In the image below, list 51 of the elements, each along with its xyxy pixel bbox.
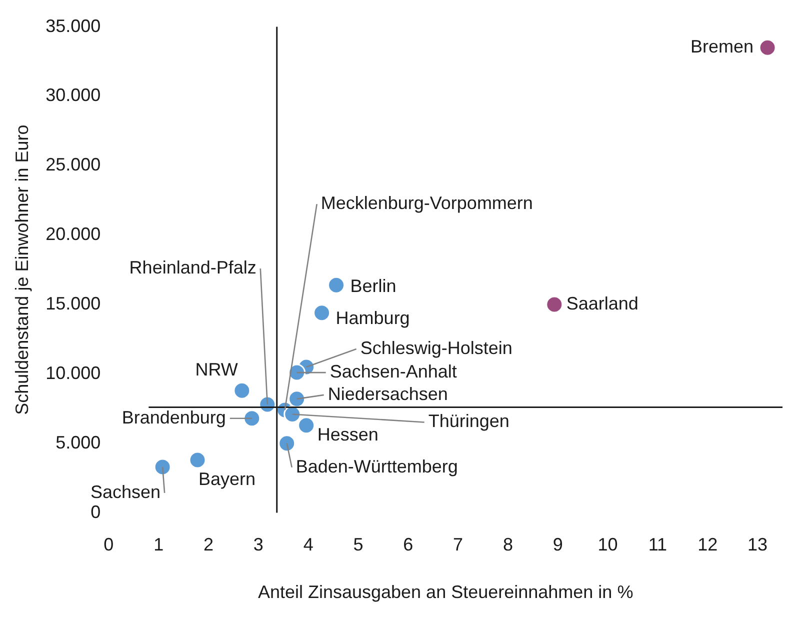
annotation: Saarland: [566, 293, 638, 314]
annotation: Bayern: [198, 469, 256, 490]
y-tick-label: 20.000: [46, 224, 101, 244]
x-tick-label: 3: [253, 534, 264, 555]
point: [154, 458, 172, 476]
y-axis-title: Schuldenstand je Einwohner in Euro: [12, 124, 32, 415]
annotation: Sachsen: [90, 482, 161, 502]
annotation: Brandenburg: [122, 407, 226, 428]
x-tick-label: 5: [353, 534, 364, 555]
point: [278, 434, 296, 452]
x-tick-label: 1: [154, 534, 164, 555]
annotation: NRW: [195, 360, 238, 380]
point: [233, 382, 251, 400]
annotation: Hessen: [317, 424, 378, 444]
x-tick-label: 9: [552, 534, 563, 555]
x-tick-label: 6: [403, 534, 414, 555]
y-tick-label: 10.000: [46, 362, 101, 383]
point: [298, 416, 316, 434]
y-tick-label: 5.000: [56, 432, 101, 452]
x-tick-label: 4: [303, 534, 314, 555]
point: [288, 390, 306, 408]
y-tick-label: 35.000: [46, 16, 101, 36]
annotation: Niedersachsen: [328, 384, 448, 404]
y-tick-label: 25.000: [46, 154, 101, 175]
annotation: Rheinland-Pfalz: [129, 257, 256, 278]
point: [188, 451, 206, 469]
x-tick-label: 7: [453, 534, 464, 555]
annotation: Mecklenburg-Vorpommern: [320, 193, 533, 214]
annotation: Hamburg: [336, 308, 410, 328]
annotation: Baden-Württemberg: [296, 456, 458, 476]
x-tick-label: 11: [648, 534, 668, 555]
x-axis-title: Anteil Zinsausgaben an Steuereinnahmen in %: [258, 582, 634, 602]
y-tick-label: 30.000: [46, 85, 101, 106]
y-tick-label: 0: [90, 502, 101, 522]
x-tick-label: 2: [203, 534, 214, 555]
annotation: Schleswig-Holstein: [360, 338, 512, 358]
annotation: Thüringen: [428, 411, 510, 432]
x-tick-label: 0: [104, 534, 114, 555]
y-tick-label: 15.000: [46, 293, 101, 314]
annotation: Sachsen-Anhalt: [330, 362, 457, 382]
point: [313, 304, 331, 322]
annotation: Berlin: [350, 276, 396, 296]
x-tick-label: 8: [502, 534, 513, 555]
x-tick-label: 10: [598, 534, 618, 555]
point: [758, 38, 776, 56]
point: [546, 296, 564, 314]
x-tick-label: 12: [698, 534, 718, 555]
x-tick-label: 13: [748, 534, 768, 555]
annotation: Bremen: [690, 36, 754, 57]
point: [328, 276, 346, 294]
point: [243, 410, 261, 428]
